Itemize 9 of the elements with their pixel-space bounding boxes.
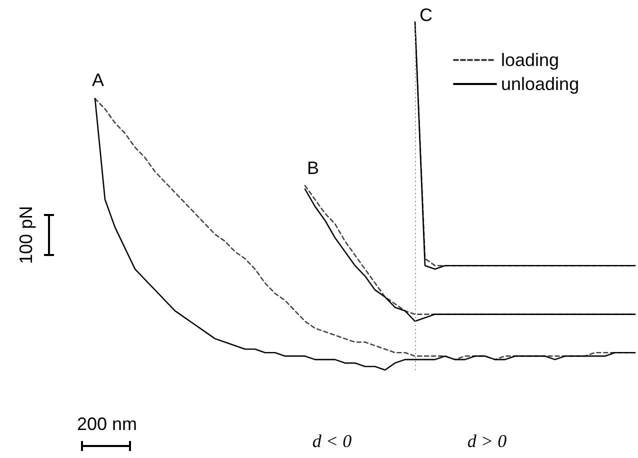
text: 200 nm — [76, 414, 138, 434]
text: 100 pN — [16, 206, 36, 264]
annotation: B — [306, 158, 320, 178]
annotation: C — [420, 5, 432, 25]
annotation: A — [92, 70, 104, 90]
legend-label: loading — [501, 50, 560, 70]
text: d < 0 — [312, 431, 352, 451]
text: d > 0 — [467, 431, 507, 451]
legend-label: unloading — [501, 74, 580, 94]
